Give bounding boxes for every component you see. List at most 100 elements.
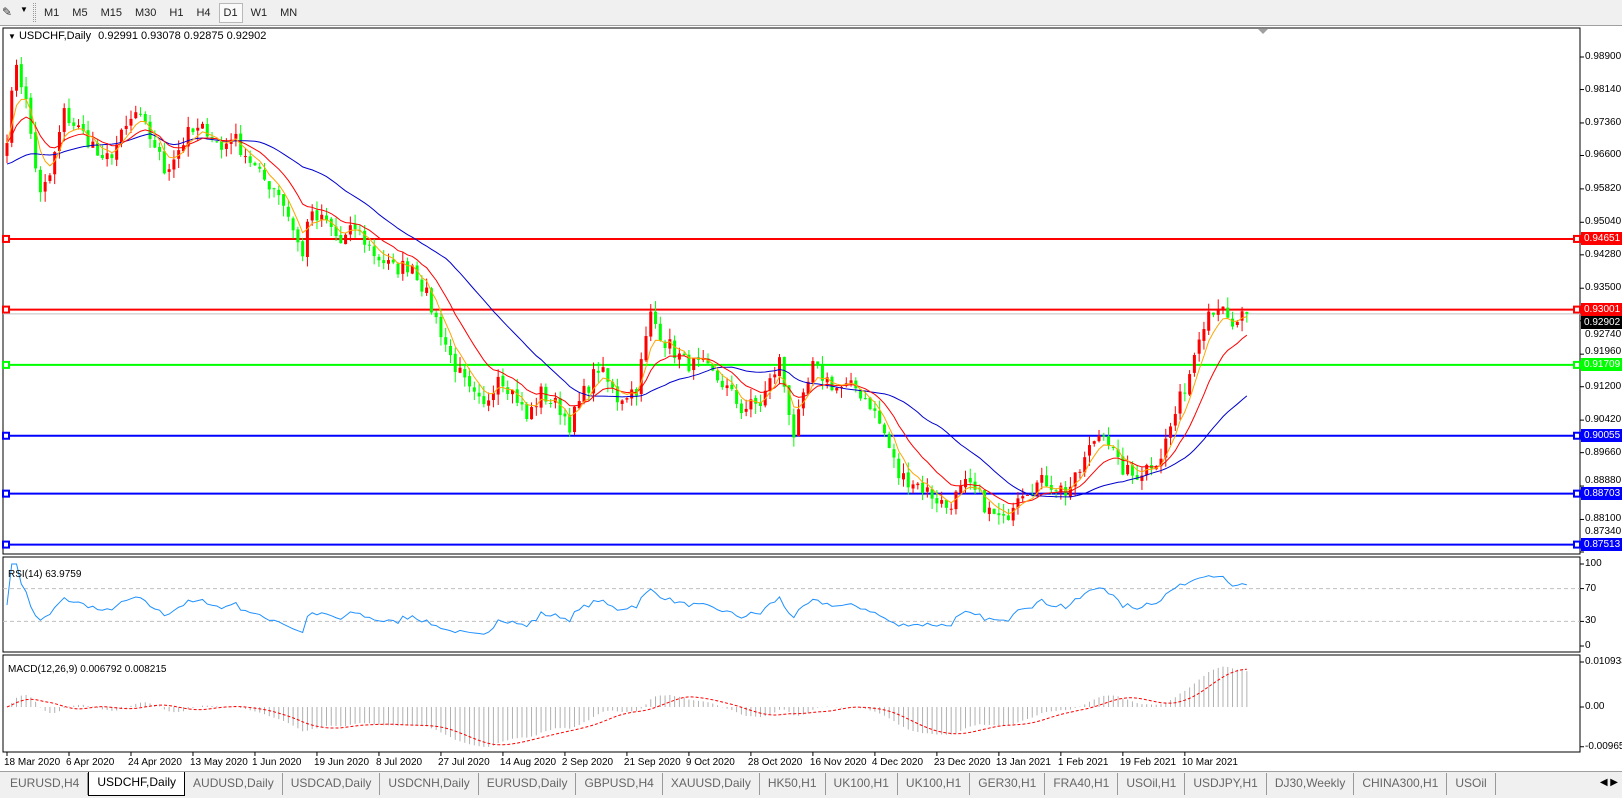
line-tools-icon[interactable]: ✎ <box>2 5 13 19</box>
macd-label: MACD(12,26,9) 0.006792 0.008215 <box>8 664 167 675</box>
timeframe-m1[interactable]: M1 <box>44 7 60 19</box>
candle <box>453 347 457 383</box>
price-tick-label: 0.90420 <box>1585 414 1622 425</box>
timeframe-w1[interactable]: W1 <box>250 7 268 19</box>
timeframe-group: M1 M5 M15 M30 H1 H4 D1 W1 MN <box>39 3 302 23</box>
tab-gbpusd-h4[interactable]: GBPUSD,H4 <box>576 773 663 795</box>
line-handle-icon[interactable] <box>2 540 10 549</box>
line-handle-icon[interactable] <box>1573 540 1581 549</box>
candle <box>744 399 748 417</box>
line-handle-icon[interactable] <box>2 431 10 440</box>
ma-fast-line <box>6 98 1247 515</box>
tab-ger30-h1[interactable]: GER30,H1 <box>970 773 1046 795</box>
timeframe-h4[interactable]: H4 <box>196 7 211 19</box>
tab-scroll-arrows-icon[interactable]: ◀ ▶ <box>1599 777 1618 788</box>
candle <box>940 491 944 508</box>
tab-eurusd-daily[interactable]: EURUSD,Daily <box>479 773 577 795</box>
line-handle-icon[interactable] <box>2 489 10 498</box>
tab-uk100-h1[interactable]: UK100,H1 <box>898 773 971 795</box>
candle <box>201 121 205 129</box>
tab-usoil-h1[interactable]: USOil,H1 <box>1118 773 1186 795</box>
candle <box>129 110 133 134</box>
candle <box>959 479 963 494</box>
tab-fra40-h1[interactable]: FRA40,H1 <box>1045 773 1119 795</box>
timeframe-m5[interactable]: M5 <box>72 7 88 19</box>
candle <box>706 353 710 364</box>
tab-usdchf-daily[interactable]: USDCHF,Daily <box>88 772 186 796</box>
candle <box>549 399 553 408</box>
candle <box>1207 303 1211 336</box>
candle <box>711 363 715 372</box>
candle <box>1197 332 1201 362</box>
timeframe-h1[interactable]: H1 <box>169 7 184 19</box>
candle <box>81 115 85 135</box>
candle <box>167 163 171 181</box>
candle <box>811 357 815 386</box>
candle <box>296 226 300 252</box>
date-tick-label: 19 Feb 2021 <box>1119 757 1177 768</box>
candle <box>596 361 600 383</box>
tab-dj30-weekly[interactable]: DJ30,Weekly <box>1267 773 1355 795</box>
tab-china300-h1[interactable]: CHINA300,H1 <box>1354 773 1448 795</box>
candle <box>5 134 9 163</box>
date-tick-label: 28 Oct 2020 <box>747 757 803 768</box>
candle <box>692 357 696 380</box>
line-handle-icon[interactable] <box>1573 431 1581 440</box>
tab-usdcad-daily[interactable]: USDCAD,Daily <box>283 773 381 795</box>
line-handle-icon[interactable] <box>1573 234 1581 243</box>
candle <box>491 385 495 408</box>
line-handle-icon[interactable] <box>1573 489 1581 498</box>
collapse-triangle-icon[interactable]: ▼ <box>8 32 16 41</box>
candle <box>501 368 505 393</box>
candle <box>720 373 724 390</box>
candle <box>196 118 200 141</box>
tab-usdjpy-h1[interactable]: USDJPY,H1 <box>1185 773 1267 795</box>
candle <box>267 181 271 199</box>
candle <box>749 388 753 418</box>
candle <box>725 377 729 397</box>
tab-usoil[interactable]: USOil <box>1447 773 1496 795</box>
price-tick-label: 0.97360 <box>1585 117 1622 128</box>
date-tick-label: 9 Oct 2020 <box>685 757 735 768</box>
line-handle-icon[interactable] <box>1573 305 1581 314</box>
candle <box>139 107 143 117</box>
timeframe-mn[interactable]: MN <box>280 7 298 19</box>
candle <box>916 482 920 490</box>
candle <box>892 443 896 468</box>
candle <box>682 351 686 356</box>
tab-audusd-daily[interactable]: AUDUSD,Daily <box>185 773 283 795</box>
tab-eurusd-h4[interactable]: EURUSD,H4 <box>2 773 89 795</box>
candle <box>1021 488 1025 503</box>
tab-hk50-h1[interactable]: HK50,H1 <box>760 773 826 795</box>
timeframe-m15[interactable]: M15 <box>100 7 122 19</box>
candle <box>1202 321 1206 350</box>
date-tick-label: 2 Sep 2020 <box>561 757 614 768</box>
tab-usdcnh-daily[interactable]: USDCNH,Daily <box>380 773 479 795</box>
candle <box>644 326 648 362</box>
candle <box>987 501 991 522</box>
candle <box>229 133 233 155</box>
candle <box>992 508 996 515</box>
candle <box>324 207 328 224</box>
timeframe-m30[interactable]: M30 <box>134 7 157 19</box>
tab-uk100-h1[interactable]: UK100,H1 <box>826 773 898 795</box>
chevron-down-icon[interactable]: ▼ <box>20 5 28 14</box>
candle <box>420 275 424 297</box>
chart-shift-marker-icon[interactable] <box>1258 29 1268 34</box>
line-handle-icon[interactable] <box>2 360 10 369</box>
candle <box>1102 432 1106 441</box>
candle <box>243 148 247 164</box>
line-handle-icon[interactable] <box>2 305 10 314</box>
line-handle-icon[interactable] <box>1573 360 1581 369</box>
main-chart-frame <box>2 27 1581 555</box>
ma-mid-line <box>6 116 1248 505</box>
timeframe-d1[interactable]: D1 <box>218 3 243 23</box>
date-tick-label: 18 Mar 2020 <box>4 757 61 768</box>
candle <box>205 117 209 139</box>
candle <box>463 365 467 387</box>
candle <box>134 105 138 120</box>
line-handle-icon[interactable] <box>2 234 10 243</box>
tab-xauusd-daily[interactable]: XAUUSD,Daily <box>663 773 760 795</box>
candle <box>1078 469 1082 479</box>
